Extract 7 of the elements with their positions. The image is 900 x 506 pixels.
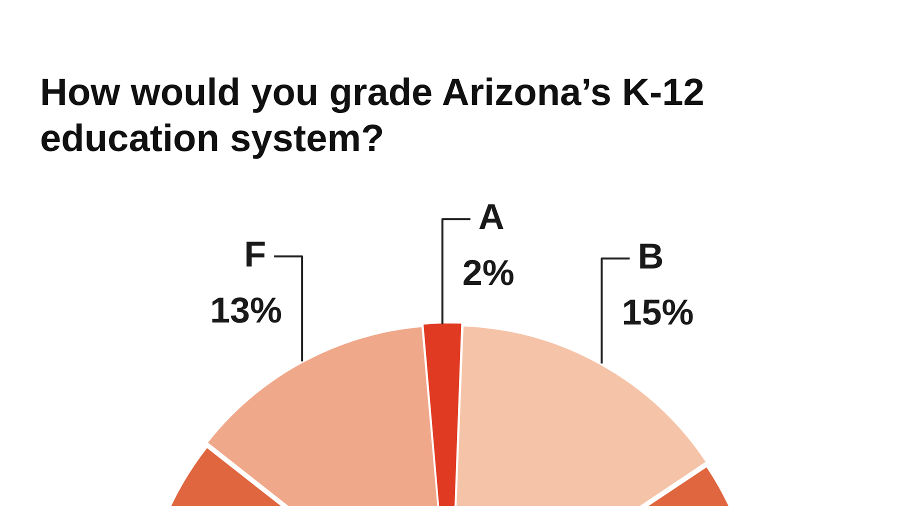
data-label: 13% (210, 289, 282, 330)
data-label: 15% (622, 291, 694, 332)
data-label: 2% (462, 252, 514, 294)
chart-title: How would you grade Arizona’s K-12 education system? (40, 71, 706, 162)
slice-label: B (638, 235, 664, 276)
slice-label: F (244, 233, 266, 274)
slice-label: A (478, 196, 504, 238)
